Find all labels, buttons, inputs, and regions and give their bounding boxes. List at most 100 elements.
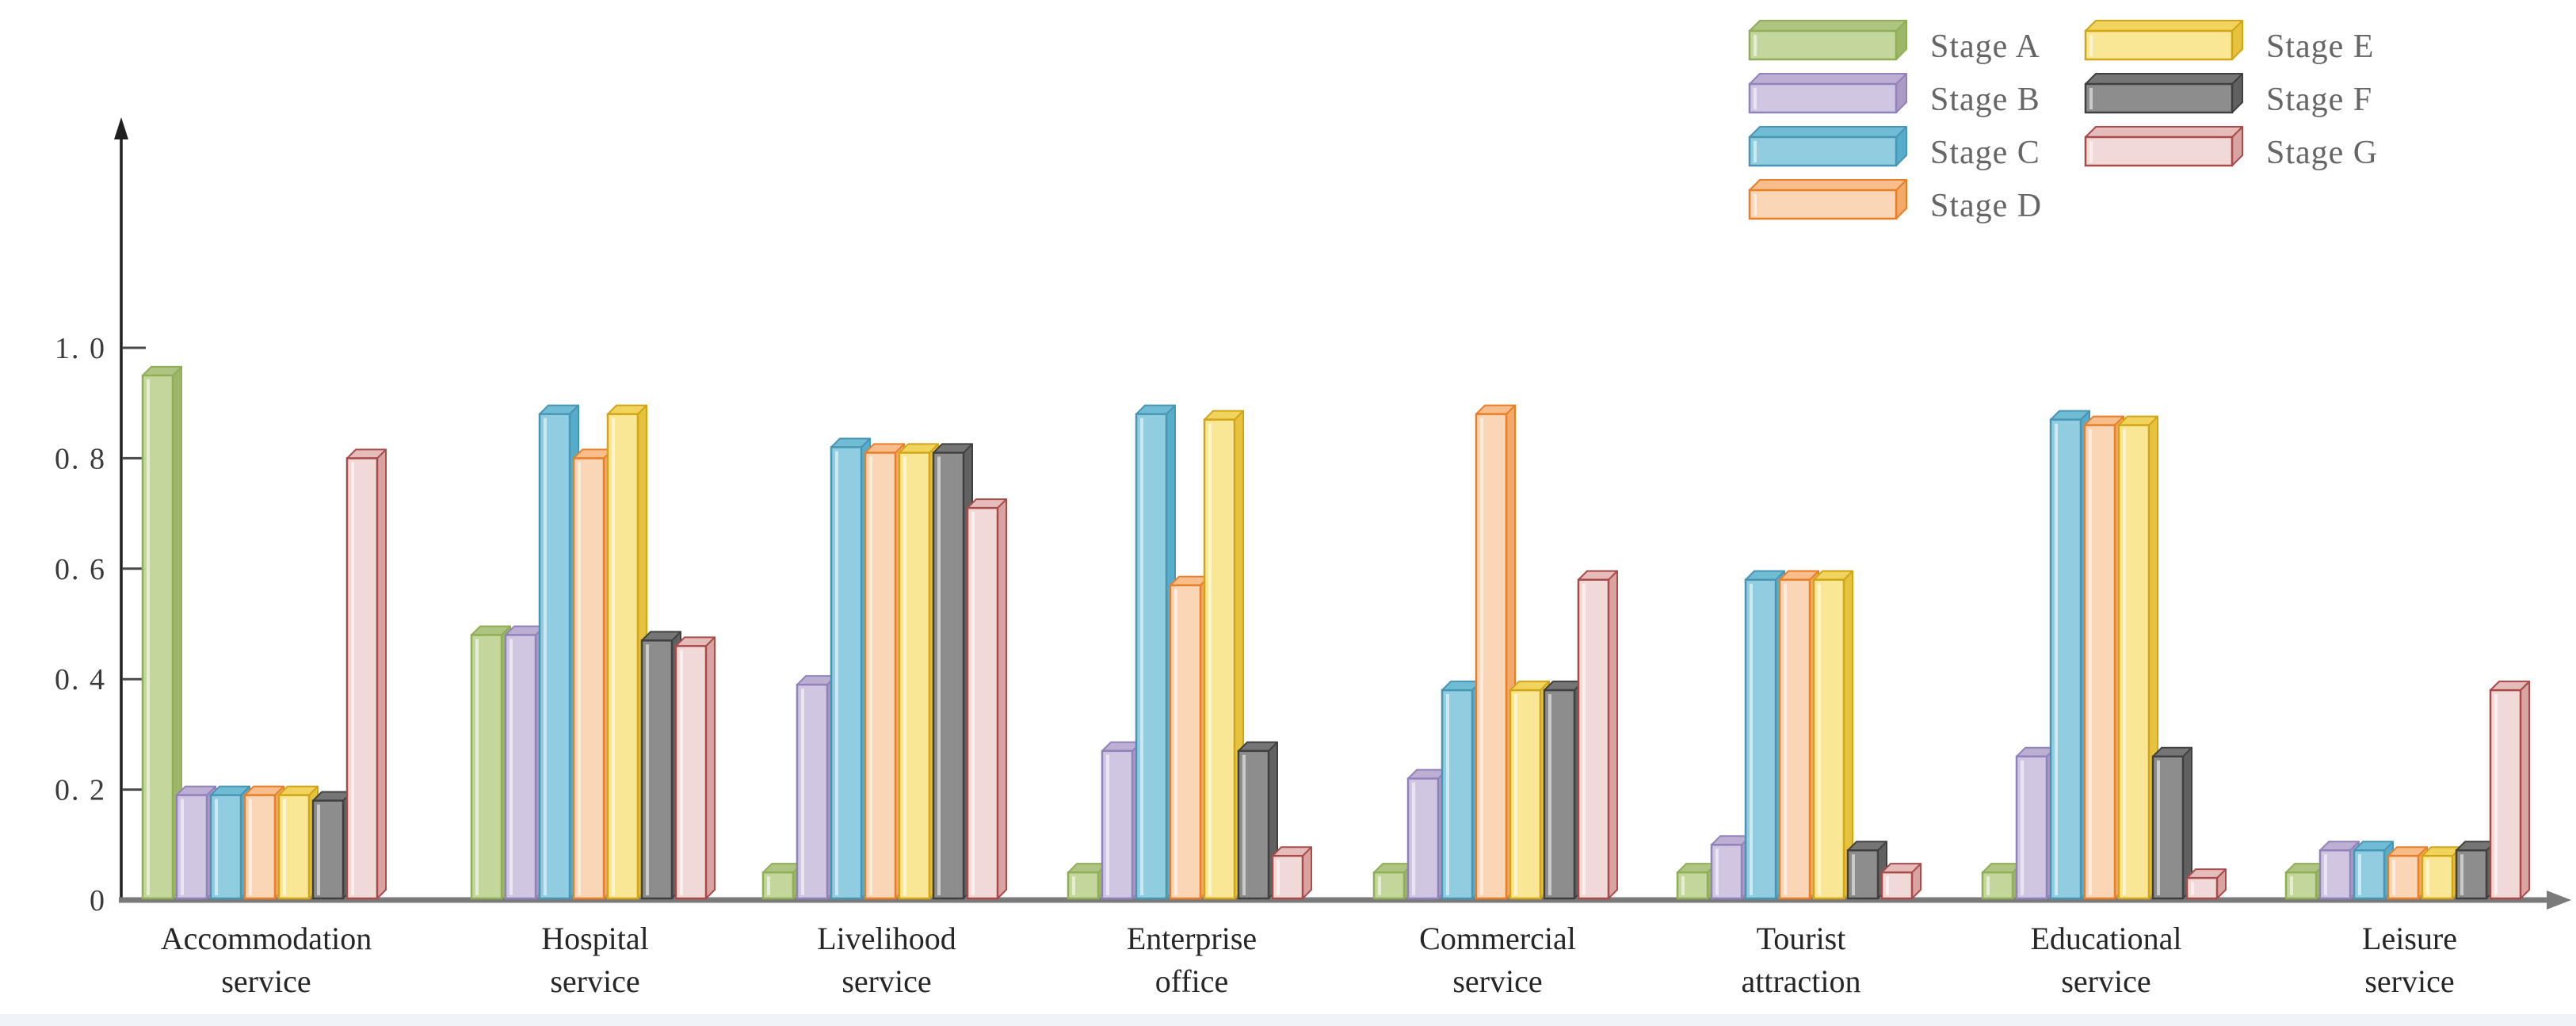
category-group-leisure: Leisure service bbox=[2284, 681, 2530, 999]
bar-stage-c bbox=[209, 785, 250, 900]
legend-swatch-stage-g bbox=[2084, 126, 2243, 167]
category-group-commercial: Commercial service bbox=[1372, 404, 1618, 999]
legend-swatch-stage-a bbox=[1748, 20, 1907, 61]
bar-stage-g-side-face bbox=[376, 448, 387, 899]
legend-label: Stage F bbox=[2266, 82, 2372, 118]
bar-stage-e bbox=[606, 404, 647, 900]
bar-stage-b bbox=[2015, 746, 2056, 900]
bar-stage-d bbox=[1475, 404, 1516, 900]
legend-swatch-stage-b-front-face bbox=[1748, 82, 1898, 114]
y-tick-label: 0. 2 bbox=[55, 774, 106, 807]
category-label-line2: service bbox=[2364, 963, 2454, 999]
bar-stage-b bbox=[1101, 741, 1142, 900]
bar-stage-a bbox=[2284, 863, 2326, 900]
y-tick-label: 0. 4 bbox=[55, 663, 106, 696]
bar-stage-g bbox=[1880, 863, 1922, 900]
category-label-line1: Commercial bbox=[1419, 921, 1576, 956]
legend-swatch-stage-b bbox=[1748, 73, 1907, 114]
category-label-line2: service bbox=[1452, 963, 1542, 999]
bar-stage-d bbox=[572, 448, 613, 900]
bar-stage-d bbox=[1169, 575, 1210, 900]
bar-stage-b bbox=[175, 785, 216, 900]
legend-swatch-stage-a-front-face bbox=[1748, 29, 1898, 61]
bar-stage-f bbox=[1543, 681, 1584, 900]
bar-stage-g-side-face bbox=[705, 636, 716, 899]
bar-stage-b bbox=[2318, 841, 2360, 900]
bar-stage-g bbox=[966, 498, 1007, 900]
legend-swatch-stage-e bbox=[2084, 20, 2243, 61]
legend-swatch-stage-d-front-face bbox=[1748, 189, 1898, 220]
bar-stage-a bbox=[1981, 863, 2022, 900]
x-axis-arrow-icon bbox=[2547, 891, 2571, 910]
bar-stage-e bbox=[277, 785, 319, 900]
bar-stage-g bbox=[345, 448, 387, 900]
category-label-line1: Tourist bbox=[1757, 921, 1846, 956]
category-label-line1: Hospital bbox=[541, 921, 649, 956]
category-label-line1: Livelihood bbox=[817, 921, 956, 956]
category-label-line1: Leisure bbox=[2362, 921, 2457, 956]
legend-swatch-stage-c-top-face bbox=[1749, 126, 1907, 138]
bar-stage-a bbox=[470, 625, 511, 900]
category-label-line2: service bbox=[550, 963, 639, 999]
y-tick-label: 0 bbox=[90, 884, 106, 917]
category-group-tourist: Tourist attraction bbox=[1676, 570, 1922, 999]
category-label-line2: attraction bbox=[1741, 963, 1860, 999]
axes: 1. 0 0. 8 0. 6 0. 4 0. 2 0 bbox=[55, 117, 2571, 917]
legend-swatch-stage-d-top-face bbox=[1749, 179, 1907, 191]
legend-swatch-stage-c bbox=[1748, 126, 1907, 167]
bar-stage-d bbox=[1778, 570, 1819, 900]
legend-swatch-stage-f-front-face bbox=[2084, 82, 2234, 114]
bar-stage-f bbox=[2151, 746, 2192, 900]
bar-stage-e bbox=[1509, 681, 1550, 900]
legend-swatch-stage-b-top-face bbox=[1749, 73, 1907, 85]
legend-swatch-stage-e-front-face bbox=[2084, 29, 2234, 61]
legend-label: Stage C bbox=[1930, 135, 2040, 171]
bar-stage-f bbox=[1237, 741, 1278, 900]
bar-stage-c bbox=[1135, 404, 1176, 900]
bar-stage-c bbox=[2353, 841, 2394, 900]
bar-stage-g bbox=[1577, 570, 1618, 900]
bar-stage-c bbox=[2049, 410, 2090, 900]
bar-stage-c bbox=[538, 404, 579, 900]
y-axis-arrow-icon bbox=[114, 117, 128, 139]
legend-label: Stage D bbox=[1930, 188, 2042, 224]
bar-stage-g bbox=[2489, 681, 2530, 900]
bar-stage-g-side-face bbox=[997, 498, 1007, 899]
category-group-accommodation: Accommodation service bbox=[141, 365, 387, 999]
y-tick-label: 0. 6 bbox=[55, 553, 106, 586]
y-tick-label: 1. 0 bbox=[55, 332, 106, 365]
bar-stage-g bbox=[674, 636, 716, 900]
legend-swatch-stage-g-top-face bbox=[2085, 126, 2243, 138]
bar-stage-b bbox=[504, 625, 545, 900]
bar-stage-b bbox=[1406, 769, 1448, 900]
bar-stage-a bbox=[141, 365, 182, 900]
legend-swatch-stage-d bbox=[1748, 179, 1907, 220]
legend-label: Stage B bbox=[1930, 82, 2040, 118]
bar-stage-b bbox=[1710, 835, 1751, 900]
bar-stage-a bbox=[1372, 863, 1414, 900]
legend-swatch-stage-a-top-face bbox=[1749, 20, 1907, 32]
bar-stage-b bbox=[796, 675, 837, 900]
bar-stage-d bbox=[2387, 846, 2428, 900]
bar-stage-g bbox=[1271, 846, 1312, 900]
bar-stage-f bbox=[1846, 841, 1887, 900]
bar-stage-d bbox=[2083, 415, 2124, 900]
bar-stage-a bbox=[1676, 863, 1717, 900]
category-group-educational: Educational service bbox=[1981, 410, 2227, 999]
legend-label: Stage G bbox=[2266, 135, 2378, 171]
category-label-line1: Educational bbox=[2030, 921, 2181, 956]
bar-stage-a bbox=[1067, 863, 1108, 900]
bar-stage-c bbox=[1441, 681, 1482, 900]
bar-stage-a bbox=[761, 863, 803, 900]
bar-stage-d bbox=[864, 443, 905, 900]
category-group-enterprise: Enterprise office bbox=[1067, 404, 1312, 999]
bar-stage-f bbox=[932, 443, 973, 900]
bottom-strip bbox=[0, 1014, 2576, 1026]
legend-label: Stage A bbox=[1930, 29, 2040, 65]
bar-stage-f bbox=[2455, 841, 2496, 900]
category-label-line2: service bbox=[221, 963, 311, 999]
bar-stage-f bbox=[311, 791, 353, 900]
legend-label: Stage E bbox=[2266, 29, 2374, 65]
bar-stage-g bbox=[2185, 868, 2227, 900]
